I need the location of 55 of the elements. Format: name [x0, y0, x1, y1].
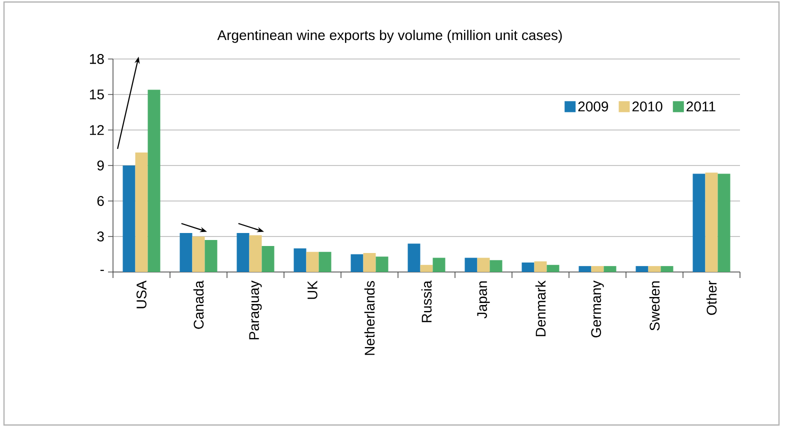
legend-label: 2011 — [686, 102, 716, 112]
legend-label: 2010 — [632, 102, 662, 112]
bar — [718, 174, 730, 272]
bar — [546, 264, 560, 272]
bar — [705, 172, 718, 272]
y-tick-label: 9 — [97, 160, 104, 170]
x-tick-label: Germany — [591, 280, 604, 338]
y-tick-label: 6 — [97, 196, 104, 206]
bar — [122, 165, 136, 272]
bar — [578, 266, 592, 272]
bar — [148, 90, 160, 272]
bar — [180, 232, 192, 272]
bar — [204, 240, 218, 272]
bar — [490, 260, 502, 272]
y-tick-label: 18 — [90, 54, 104, 64]
x-tick-label: Other — [706, 280, 717, 315]
bar — [262, 246, 274, 272]
bar — [522, 262, 534, 272]
x-tick-label: Canada — [193, 280, 204, 329]
x-tick-label: Sweden — [649, 281, 660, 330]
bar — [249, 235, 262, 272]
bar — [648, 266, 661, 272]
bar — [318, 252, 332, 272]
bar — [636, 266, 648, 272]
y-tick-label: 12 — [90, 125, 104, 135]
bar — [294, 248, 306, 272]
bar — [236, 232, 250, 272]
x-tick-label: Russia — [421, 280, 432, 322]
bar — [604, 266, 616, 272]
bar — [306, 252, 319, 272]
x-tick-label: UK — [308, 280, 318, 299]
bar — [192, 236, 205, 272]
x-tick-label: Denmark — [535, 280, 546, 336]
bar — [350, 254, 364, 272]
bar — [464, 258, 478, 272]
y-tick-label: - — [100, 270, 104, 271]
x-tick-label: Netherlands — [364, 281, 375, 355]
bar — [432, 258, 446, 272]
bar — [363, 253, 376, 272]
x-tick-label: USA — [136, 280, 146, 308]
x-tick-label: Paraguay — [249, 280, 262, 340]
bar — [660, 266, 674, 272]
bar — [692, 174, 706, 272]
bar — [534, 261, 547, 272]
bar — [591, 266, 604, 272]
bar — [477, 258, 490, 272]
legend-label: 2009 — [578, 102, 608, 112]
bar — [408, 244, 420, 272]
bar — [376, 256, 388, 272]
y-tick-label: 3 — [97, 232, 104, 242]
chart-title: Argentinean wine exports by volume (million unit cases) — [217, 30, 562, 43]
y-tick-label: 15 — [90, 90, 104, 100]
bar — [135, 152, 148, 272]
x-tick-label: Japan — [477, 281, 490, 318]
bar — [420, 264, 433, 272]
